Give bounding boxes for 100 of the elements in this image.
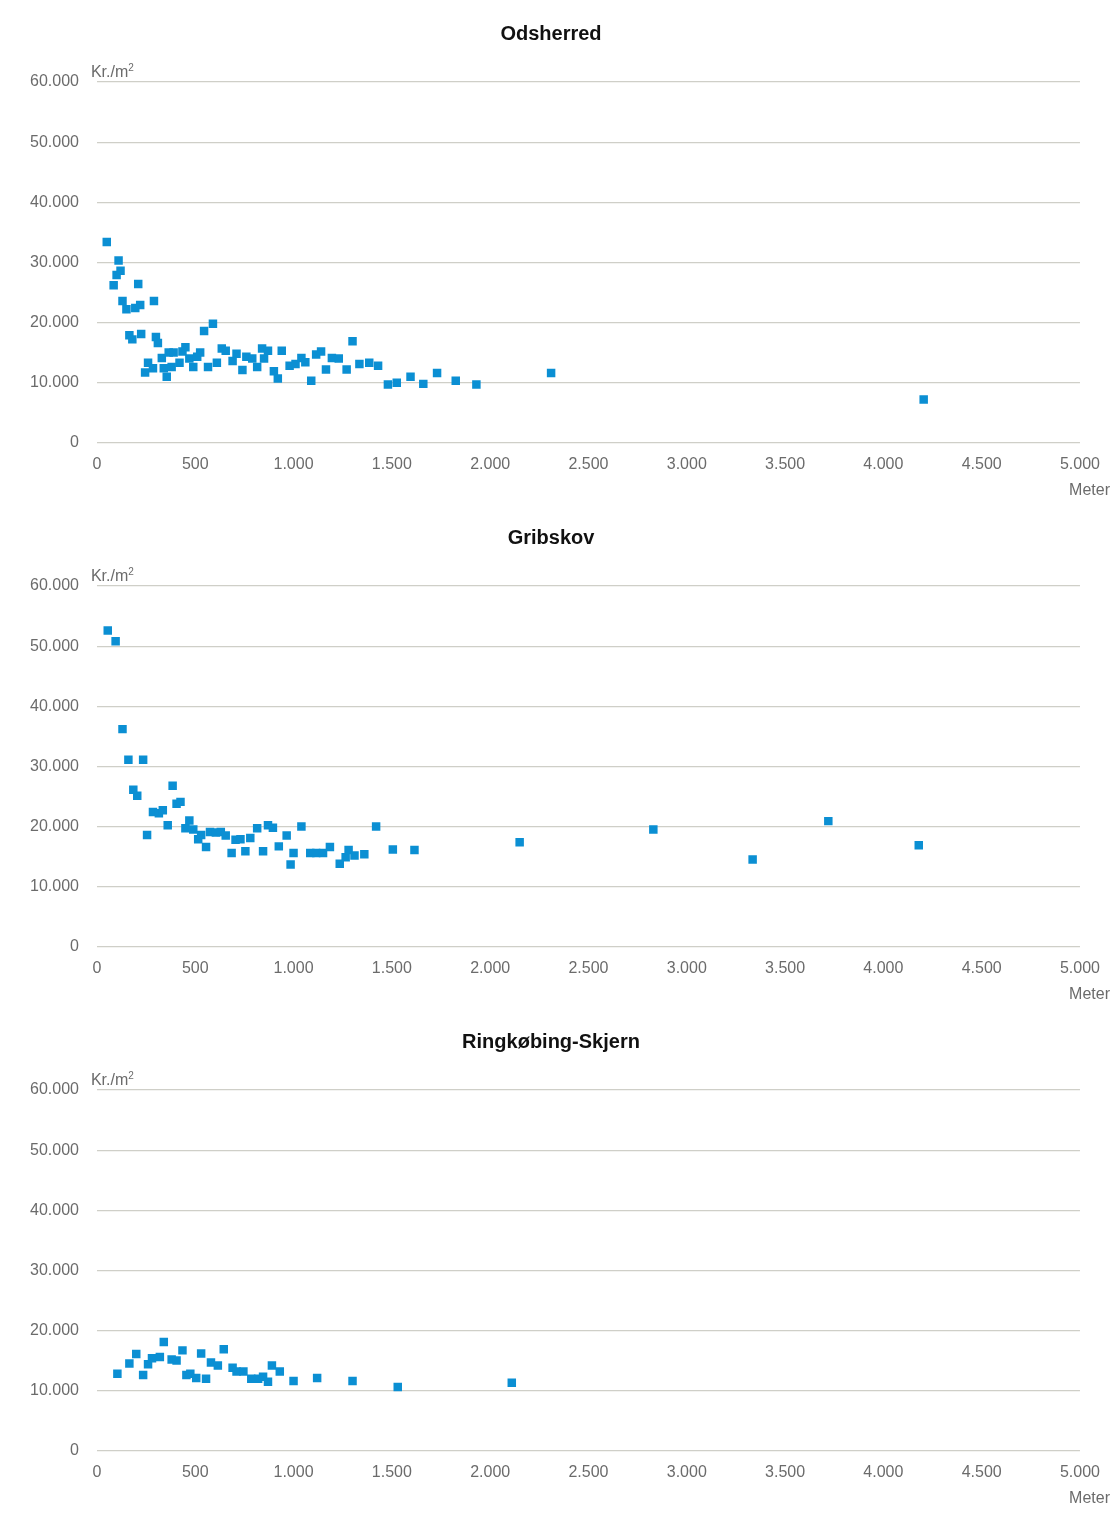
point (239, 1367, 248, 1376)
point (241, 846, 250, 856)
point (206, 1358, 216, 1367)
point (350, 851, 359, 860)
x-tick-label: 1.000 (273, 958, 314, 976)
point (163, 821, 172, 830)
point (267, 1361, 277, 1370)
point (297, 822, 306, 831)
x-tick-label: 1.000 (273, 1462, 314, 1480)
point (649, 825, 658, 834)
x-tick-label: 1.000 (273, 454, 314, 472)
x-tick-label: 1.500 (371, 1462, 412, 1480)
point (221, 831, 230, 840)
y-tick-label: 20.000 (30, 1320, 80, 1338)
x-tick-label: 0 (92, 958, 102, 976)
point (196, 1349, 206, 1358)
y-tick-label: 50.000 (30, 132, 80, 150)
x-tick-label: 3.500 (765, 454, 806, 472)
y-tick-label: 20.000 (30, 312, 80, 330)
point (341, 852, 350, 862)
x-tick-label: 2.500 (568, 1462, 609, 1480)
point (289, 1376, 298, 1386)
x-tick-label: 4.500 (961, 1462, 1002, 1480)
point (246, 833, 255, 843)
y-tick-label: 60.000 (30, 576, 80, 594)
x-tick-label: 5.000 (1059, 1462, 1101, 1480)
x-tick-label: 4.000 (863, 1462, 904, 1480)
x-tick-label: 4.500 (961, 454, 1002, 472)
x-tick-label: 4.000 (863, 454, 904, 472)
x-tick-label: 5.000 (1059, 958, 1101, 976)
point (189, 825, 198, 834)
point (236, 834, 245, 844)
point (252, 824, 262, 833)
x-axis-title: Meter (1069, 480, 1111, 498)
x-tick-label: 5.000 (1059, 454, 1101, 472)
point (172, 1356, 181, 1365)
y-tick-label: 30.000 (30, 252, 80, 270)
point (111, 637, 120, 646)
y-tick-label: 40.000 (30, 696, 80, 714)
x-tick-label: 500 (181, 454, 209, 472)
point (275, 1367, 285, 1376)
chart-title: Odsherred (500, 21, 602, 44)
point (274, 842, 284, 851)
point (201, 1374, 211, 1383)
y-tick-label: 0 (70, 1441, 80, 1459)
y-tick-label: 0 (70, 937, 80, 955)
point (185, 816, 194, 825)
point (348, 1376, 357, 1386)
point (263, 1377, 273, 1386)
x-tick-label: 4.000 (863, 958, 904, 976)
point (388, 845, 398, 854)
point (286, 860, 295, 869)
point (748, 855, 757, 864)
x-tick-label: 2.000 (470, 1462, 511, 1480)
x-axis-title: Meter (1069, 1488, 1111, 1506)
x-tick-label: 500 (181, 958, 209, 976)
point (227, 848, 236, 858)
x-tick-label: 3.500 (765, 958, 806, 976)
point (176, 797, 185, 807)
y-tick-label: 30.000 (30, 756, 80, 774)
point (103, 626, 112, 635)
point (282, 831, 291, 840)
x-tick-label: 2.500 (568, 454, 609, 472)
x-tick-label: 3.500 (765, 1462, 806, 1480)
y-tick-label: 40.000 (30, 1200, 80, 1218)
y-tick-label: 10.000 (30, 373, 80, 391)
point (113, 1369, 122, 1379)
point (125, 1359, 134, 1368)
point (410, 845, 419, 855)
chart-title: Ringkøbing-Skjern (462, 1029, 640, 1052)
y-tick-label: 20.000 (30, 816, 80, 834)
y-tick-label: 10.000 (30, 1381, 80, 1399)
y-tick-label: 30.000 (30, 1260, 80, 1278)
point (515, 837, 524, 847)
x-axis-title: Meter (1069, 984, 1111, 1002)
point (158, 806, 168, 815)
x-tick-label: 2.500 (568, 958, 609, 976)
y-tick-label: 40.000 (30, 192, 80, 210)
y-tick-label: 60.000 (30, 1080, 80, 1098)
y-tick-label: 50.000 (30, 1140, 80, 1158)
point (213, 1361, 223, 1370)
x-tick-label: 4.500 (961, 958, 1002, 976)
x-tick-label: 1.500 (371, 454, 412, 472)
chart-title: Gribskov (507, 525, 596, 548)
point (132, 1349, 141, 1359)
x-tick-label: 0 (92, 454, 102, 472)
y-tick-label: 0 (70, 433, 80, 451)
x-tick-label: 3.000 (666, 454, 707, 472)
x-tick-label: 500 (181, 1462, 209, 1480)
y-tick-label: 60.000 (30, 72, 80, 90)
x-tick-label: 3.000 (666, 958, 707, 976)
y-tick-label: 10.000 (30, 877, 80, 895)
x-tick-label: 2.000 (470, 958, 511, 976)
x-tick-label: 0 (92, 1462, 102, 1480)
x-tick-label: 3.000 (666, 1462, 707, 1480)
point (168, 781, 177, 790)
point (371, 822, 381, 831)
point (289, 848, 298, 858)
point (124, 755, 133, 765)
point (824, 816, 833, 826)
